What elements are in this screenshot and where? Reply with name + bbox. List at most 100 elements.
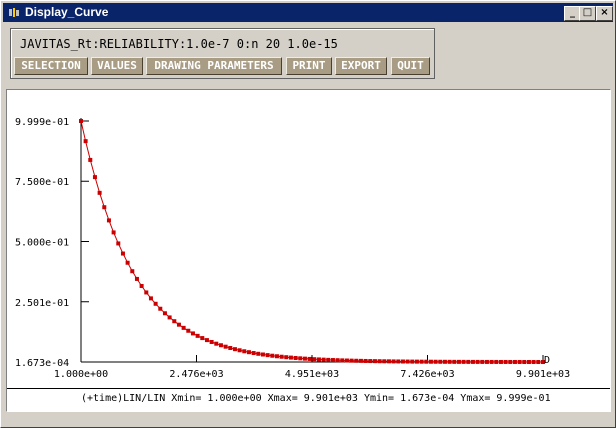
data-point (410, 359, 415, 364)
x-tick-label: 9.901e+03 (516, 369, 570, 380)
reliability-curve-line (80, 120, 543, 363)
data-point (484, 359, 489, 364)
data-point (321, 357, 326, 362)
data-point (307, 356, 312, 361)
data-point (144, 290, 149, 295)
data-point (116, 241, 121, 246)
data-point (284, 355, 289, 360)
data-point (442, 359, 447, 364)
data-point (391, 359, 396, 364)
y-tick-label: 5.000e-01 (15, 238, 69, 249)
data-point (223, 344, 228, 349)
reliability-curve-chart[interactable]: 1.673e-04 2.501e-01 5.000e-01 7.500e-01 9.99… (7, 90, 610, 388)
data-point (106, 218, 111, 223)
selection-button[interactable]: SELECTION (14, 57, 88, 75)
data-point (517, 359, 522, 364)
data-point (97, 190, 102, 195)
data-point (326, 357, 331, 362)
data-point (162, 311, 167, 316)
data-point (466, 359, 471, 364)
minimize-icon: _ (570, 7, 575, 18)
data-point (470, 359, 475, 364)
data-point (489, 359, 494, 364)
plot-area[interactable]: 1.673e-04 2.501e-01 5.000e-01 7.500e-01 9.99… (6, 89, 611, 412)
y-tick-label: 1.673e-04 (15, 358, 69, 369)
data-point (218, 343, 223, 348)
app-icon (7, 6, 21, 19)
data-point (148, 296, 153, 301)
data-point (386, 359, 391, 364)
data-point (522, 359, 527, 364)
data-point (102, 205, 107, 210)
data-point (335, 358, 340, 363)
data-point (200, 336, 205, 341)
data-point (125, 260, 130, 265)
data-point (237, 348, 242, 353)
data-point (270, 353, 275, 358)
y-tick-label: 7.500e-01 (15, 177, 69, 188)
data-point (531, 359, 536, 364)
data-point (354, 358, 359, 363)
data-point (111, 230, 116, 235)
data-point (340, 358, 345, 363)
data-point (456, 359, 461, 364)
data-point (424, 359, 429, 364)
data-point (186, 328, 191, 333)
values-button[interactable]: VALUES (91, 57, 143, 75)
close-icon: × (600, 7, 609, 18)
x-tick-label: 1.000e+00 (54, 369, 108, 380)
data-point (214, 341, 219, 346)
data-point (153, 301, 158, 306)
data-point (358, 358, 363, 363)
data-point (414, 359, 419, 364)
drawing-parameters-button[interactable]: DRAWING PARAMETERS (146, 57, 282, 75)
maximize-icon: □ (582, 7, 593, 18)
data-point (433, 359, 438, 364)
x-tick-label: 7.426e+03 (400, 369, 454, 380)
data-point (130, 269, 135, 274)
data-point (480, 359, 485, 364)
y-tick-label: 9.999e-01 (15, 117, 69, 128)
data-point (447, 359, 452, 364)
data-point (349, 358, 354, 363)
data-point (288, 355, 293, 360)
data-point (452, 359, 457, 364)
data-point (242, 349, 247, 354)
data-point (139, 283, 144, 288)
data-point (503, 359, 508, 364)
close-button[interactable]: × (596, 6, 613, 21)
data-point (298, 356, 303, 361)
data-point (475, 359, 480, 364)
data-point (92, 175, 97, 180)
data-point (541, 360, 545, 364)
data-point (396, 359, 401, 364)
maximize-button[interactable]: □ (579, 6, 596, 21)
data-point (251, 351, 256, 356)
x-tick-label: 2.476e+03 (169, 369, 223, 380)
data-point (190, 331, 195, 336)
data-point (158, 306, 163, 311)
status-bar: (+time)LIN/LIN Xmin= 1.000e+00 Xmax= 9.9… (7, 388, 610, 411)
quit-button[interactable]: QUIT (391, 57, 430, 75)
data-point (256, 351, 261, 356)
data-point (494, 359, 499, 364)
data-point (181, 325, 186, 330)
data-point (232, 347, 237, 352)
data-point (405, 359, 410, 364)
export-button[interactable]: EXPORT (335, 57, 387, 75)
y-tick-label: 2.501e-01 (15, 298, 69, 309)
title-bar[interactable]: Display_Curve _ □ × (3, 3, 613, 22)
data-point (508, 359, 513, 364)
data-point (120, 251, 125, 256)
data-point (83, 139, 88, 144)
data-point (274, 354, 279, 359)
data-point (438, 359, 443, 364)
data-point (204, 338, 209, 343)
data-point (377, 359, 382, 364)
curve-identifier: JAVITAS_Rt:RELIABILITY:1.0e-7 0:n 20 1.0… (20, 37, 338, 51)
data-point (279, 354, 284, 359)
data-point (167, 315, 172, 320)
data-point (195, 333, 200, 338)
print-button[interactable]: PRINT (286, 57, 332, 75)
